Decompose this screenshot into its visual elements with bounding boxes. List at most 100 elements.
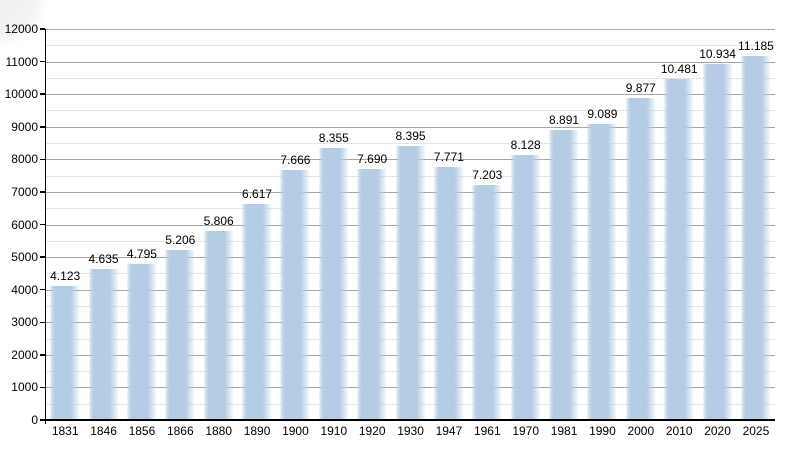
bar-value-label: 8.891 [549,113,580,128]
x-axis-tick-label: 1900 [282,424,309,438]
bar: 5.206 [165,234,195,420]
y-axis-tick-label: 11000 [5,54,38,69]
y-axis-tick-label: 8000 [11,152,38,167]
bar-slot-1846: 4.635 [84,29,122,420]
bar-slot-2000: 9.877 [622,29,660,420]
x-axis-tick-label: 1981 [550,424,578,438]
x-axis-tick-label: 1990 [589,424,616,438]
x-axis-tick-label: 1910 [320,424,348,438]
bar-value-label: 5.206 [165,233,196,248]
bar-slot-1930: 8.395 [391,29,429,420]
gridline-minor [46,77,775,79]
x-axis-tick-label: 2010 [665,424,693,438]
bar-slot-2025: 11.185 [737,29,775,420]
x-axis-tick-label: 1930 [397,424,424,438]
bar-slot-1856: 4.795 [123,29,161,420]
bar-slot-1961: 7.203 [468,29,506,420]
gridline-minor [46,45,775,47]
y-axis-tick [40,191,45,193]
y-axis-tick [40,28,45,30]
bar-slot-1880: 5.806 [200,29,238,420]
bar: 10.481 [661,62,698,420]
y-axis-tick-label: 4000 [11,282,38,297]
y-axis-tick [40,60,45,63]
gridline-major [46,126,775,128]
bar-slot-2020: 10.934 [698,29,736,420]
y-axis-tick-label: 1000 [11,380,38,395]
bar-slot-1990: 9.089 [583,29,621,420]
bar: 7.690 [357,153,387,420]
bar-value-label: 9.877 [625,81,656,96]
gridline-minor [46,110,775,112]
bar-value-label: 6.617 [242,187,273,202]
bar-value-label: 8.395 [395,129,426,144]
bar: 10.934 [699,47,736,420]
bar-value-label: 9.089 [587,106,618,121]
bar: 8.395 [396,130,426,420]
x-axis-tick-label: 1920 [358,424,386,438]
bar: 4.123 [50,269,80,420]
bar-value-label: 4.123 [50,268,81,283]
y-axis-tick-label: 12000 [4,22,38,36]
bars-container: 4.123 4.635 4.795 5.206 5.806 6.617 7.666 8.355… [46,29,775,420]
bar-slot-1981: 8.891 [545,29,583,420]
y-axis-tick-label: 2000 [11,347,38,362]
bar: 9.089 [587,107,617,420]
bar-value-label: 4.635 [88,251,119,266]
bar-value-label: 8.128 [510,138,541,153]
bar: 4.635 [89,252,119,420]
y-axis-line [44,29,46,424]
x-axis-tick-label: 2025 [742,424,770,438]
bar-slot-1890: 6.617 [238,29,276,420]
y-axis-tick [40,126,45,128]
x-axis-tick-label: 1880 [205,424,233,438]
x-axis-tick-label: 1947 [435,424,463,438]
bar: 9.877 [626,82,656,420]
y-axis-tick [40,321,45,323]
bar: 7.666 [280,154,310,420]
bar: 7.203 [472,169,502,420]
y-axis-tick-label: 3000 [11,315,38,330]
y-axis-tick [40,386,45,389]
y-axis-tick [40,158,45,161]
bar: 8.128 [511,139,541,420]
x-axis-tick-label: 1856 [128,424,156,438]
bar-value-label: 4.795 [126,246,157,261]
gridline-minor [46,143,775,145]
plot-area: 4.123 4.635 4.795 5.206 5.806 6.617 7.666 8.355… [46,29,775,420]
x-axis-tick-label: 1846 [90,424,117,438]
bar-value-label: 8.355 [318,130,349,145]
y-axis-tick [40,223,45,226]
y-axis-tick-label: 9000 [11,119,38,134]
x-axis-labels: 1831 1846 1856 1866 1880 1890 1900 1910 1920 1930… [46,424,775,438]
y-axis-tick-label: 5000 [11,250,38,265]
bar-value-label: 11.185 [738,38,774,53]
x-axis-tick-label: 2020 [704,424,731,438]
gridline-major [46,29,775,30]
bar-slot-1970: 8.128 [507,29,545,420]
bar-slot-1947: 7.771 [430,29,468,420]
y-axis-tick-label: 10000 [4,87,38,102]
bar-value-label: 7.666 [280,153,311,168]
x-axis-tick-label: 1970 [512,424,540,438]
bar-value-label: 10.934 [699,46,736,61]
bar-slot-1910: 8.355 [315,29,353,420]
bar: 6.617 [242,188,272,420]
bar-slot-1920: 7.690 [353,29,391,420]
bar-value-label: 5.806 [203,213,234,228]
y-axis-tick [40,419,45,421]
x-axis-line [44,419,775,421]
x-axis-tick-label: 1866 [166,424,194,438]
bar-slot-1900: 7.666 [276,29,314,420]
bar-slot-2010: 10.481 [660,29,698,420]
bar: 8.355 [319,131,349,420]
bar-slot-1866: 5.206 [161,29,199,420]
y-axis-tick [40,256,45,258]
y-axis-tick [40,93,45,95]
bar: 4.795 [127,247,157,420]
x-axis-tick-label: 1831 [51,424,79,438]
bar: 5.806 [204,214,234,420]
x-axis-tick-label: 2000 [627,424,655,438]
bar-value-label: 10.481 [660,61,698,76]
